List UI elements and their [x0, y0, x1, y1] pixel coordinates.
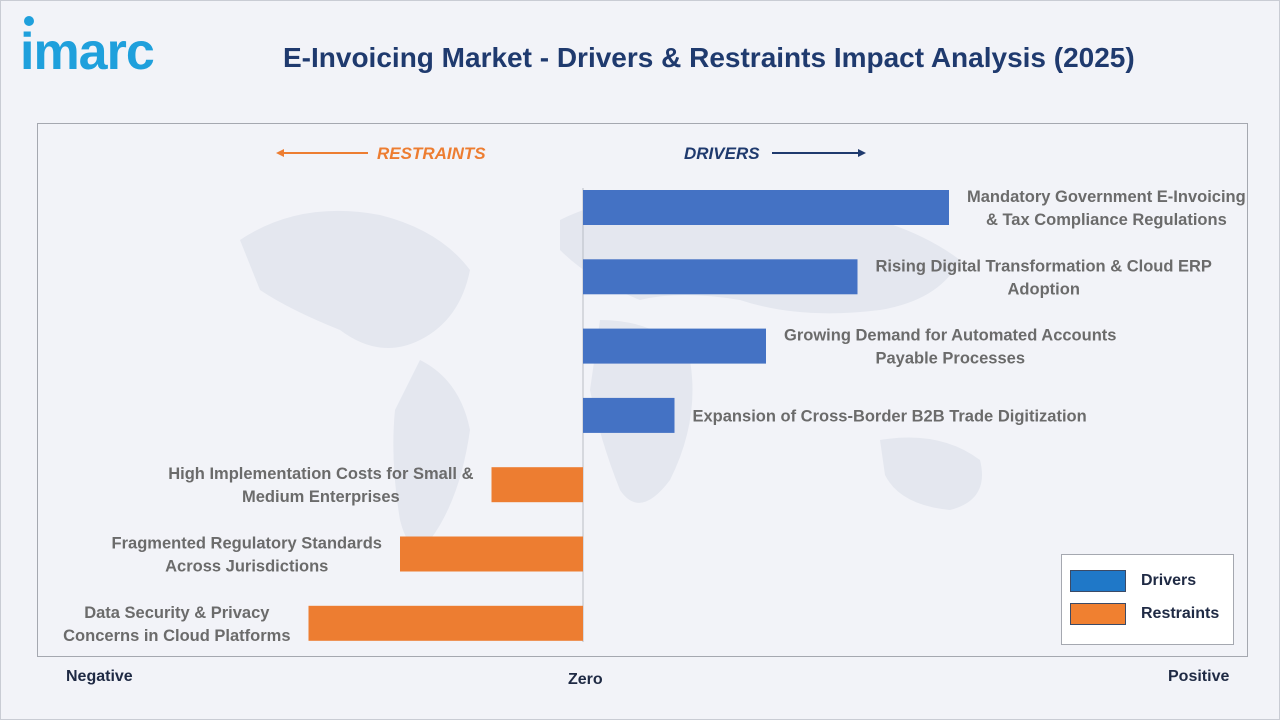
- driver-bar-0: [583, 190, 949, 225]
- bar-label-5: Fragmented Regulatory Standards Across Ju…: [112, 535, 382, 576]
- driver-bar-1: [583, 259, 858, 295]
- driver-bar-2: [583, 328, 766, 364]
- restraints-direction-label: RESTRAINTS: [377, 144, 486, 163]
- bar-label-0: Mandatory Government E-Invoicing & Tax Co…: [967, 188, 1246, 229]
- bar-label-4: High Implementation Costs for Small & Med…: [168, 465, 473, 506]
- legend-item-drivers: Drivers: [1070, 569, 1196, 593]
- legend-swatch-restraints: [1070, 603, 1126, 625]
- legend-label-drivers: Drivers: [1141, 572, 1197, 589]
- drivers-arrow-head: [858, 149, 866, 157]
- legend-swatch-drivers: [1070, 570, 1126, 592]
- logo-dot: [24, 16, 34, 26]
- positive-axis-label: Positive: [1168, 668, 1230, 685]
- restraint-bar-6: [308, 605, 583, 641]
- bar-label-3: Expansion of Cross-Border B2B Trade Digi…: [693, 407, 1087, 425]
- zero-axis-label: Zero: [568, 671, 603, 688]
- brand-logo: imarc: [20, 23, 155, 81]
- drivers-direction-label: DRIVERS: [684, 144, 760, 163]
- legend-item-restraints: Restraints: [1070, 602, 1219, 626]
- plot-area: [37, 123, 1248, 657]
- restraint-bar-5: [400, 536, 583, 572]
- restraints-arrow-head: [276, 149, 284, 157]
- chart-title: E-Invoicing Market - Drivers & Restraint…: [283, 42, 1135, 73]
- chart-legend: Drivers Restraints: [1061, 554, 1234, 645]
- bar-label-2: Growing Demand for Automated Accounts Pay…: [784, 327, 1116, 368]
- negative-axis-label: Negative: [66, 668, 133, 685]
- bar-label-1: Rising Digital Transformation & Cloud ER…: [876, 257, 1212, 298]
- restraint-bar-4: [491, 467, 583, 503]
- bar-label-6: Data Security & Privacy Concerns in Cloud…: [63, 604, 290, 645]
- legend-label-restraints: Restraints: [1141, 605, 1220, 622]
- driver-bar-3: [583, 397, 675, 433]
